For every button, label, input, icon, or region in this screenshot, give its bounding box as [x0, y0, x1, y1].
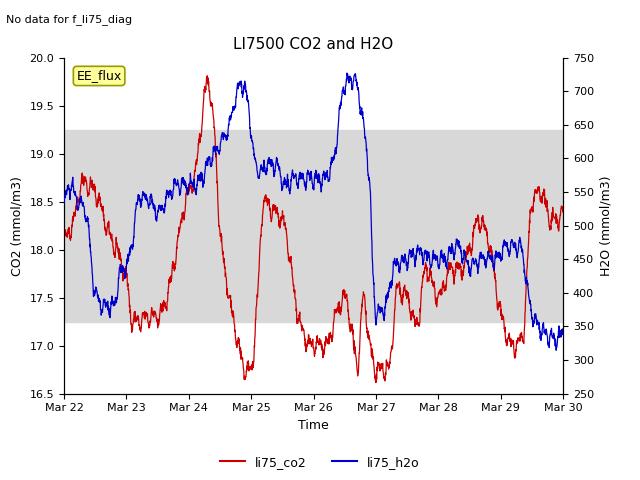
Legend: li75_co2, li75_h2o: li75_co2, li75_h2o [215, 451, 425, 474]
X-axis label: Time: Time [298, 419, 329, 432]
Text: No data for f_li75_diag: No data for f_li75_diag [6, 14, 132, 25]
Title: LI7500 CO2 and H2O: LI7500 CO2 and H2O [234, 37, 394, 52]
Y-axis label: H2O (mmol/m3): H2O (mmol/m3) [600, 175, 612, 276]
Bar [64, 130, 563, 322]
Text: EE_flux: EE_flux [77, 70, 122, 83]
Y-axis label: CO2 (mmol/m3): CO2 (mmol/m3) [11, 176, 24, 276]
